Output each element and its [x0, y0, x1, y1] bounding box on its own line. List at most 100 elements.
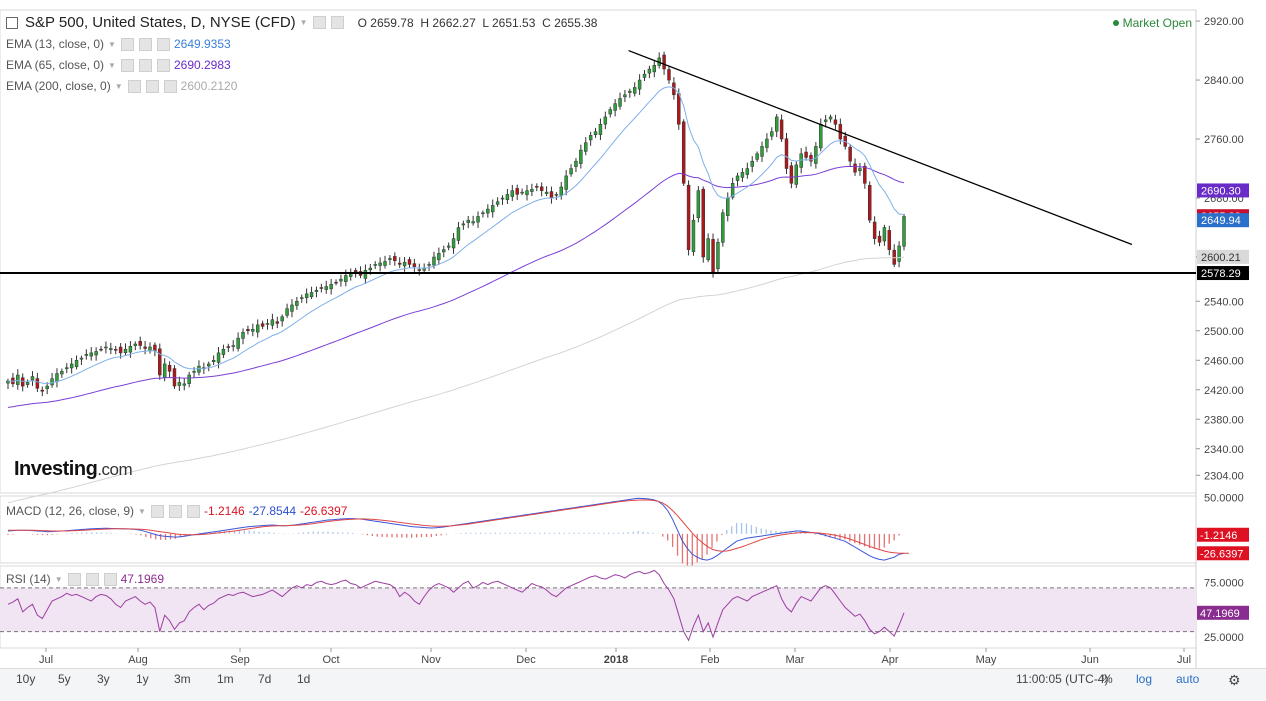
gear-icon[interactable] — [168, 504, 182, 518]
ema13-line — [7, 86, 905, 385]
candle-body — [554, 194, 559, 196]
ema-lines — [7, 86, 905, 504]
candle-body — [500, 197, 505, 200]
candle-body — [133, 343, 138, 346]
percent-toggle[interactable]: % — [1102, 672, 1113, 686]
macd-value-box — [1197, 546, 1249, 561]
log-toggle[interactable]: log — [1136, 672, 1153, 686]
candle-body — [128, 346, 133, 353]
gear-icon[interactable] — [85, 572, 99, 586]
gear-icon[interactable]: ⚙ — [1228, 672, 1241, 688]
candle-body — [383, 261, 387, 266]
tf-3m[interactable]: 3m — [174, 672, 191, 686]
chevron-down-icon[interactable]: ▼ — [114, 81, 123, 91]
candle-body — [789, 165, 794, 184]
candle-body — [280, 316, 284, 322]
eye-icon[interactable] — [127, 79, 141, 93]
chevron-down-icon[interactable]: ▼ — [138, 506, 146, 516]
chevron-down-icon[interactable]: ▼ — [54, 574, 63, 584]
tf-10y[interactable]: 10y — [16, 672, 36, 686]
candle-body — [486, 208, 490, 214]
candle-body — [275, 321, 280, 324]
candle-body — [60, 371, 64, 375]
candle-body — [471, 221, 475, 224]
candle-body — [192, 371, 196, 373]
close-icon[interactable] — [186, 504, 200, 518]
chevron-down-icon[interactable]: ▼ — [108, 60, 116, 70]
candle-body — [182, 383, 186, 386]
legend-ema65[interactable]: EMA (65, close, 0) ▼ 2690.2983 — [6, 58, 231, 72]
close-icon[interactable] — [156, 37, 170, 51]
x-tick-label: Jul — [1177, 654, 1191, 666]
candle-body — [711, 239, 715, 273]
candle-body — [481, 212, 485, 215]
tf-1d[interactable]: 1d — [297, 672, 311, 686]
candle-body — [246, 329, 250, 332]
rsi-value-box — [1197, 605, 1249, 620]
tf-1m[interactable]: 1m — [217, 672, 234, 686]
settings-icon[interactable] — [312, 16, 326, 29]
candle-body — [637, 79, 642, 90]
tf-1y[interactable]: 1y — [136, 672, 149, 686]
candle-body — [270, 319, 275, 326]
gear-icon[interactable] — [138, 58, 152, 72]
close-icon[interactable] — [156, 58, 170, 72]
candle-body — [466, 219, 470, 223]
tf-3y[interactable]: 3y — [97, 672, 110, 686]
candle-body — [373, 264, 377, 266]
chevron-down-icon[interactable]: ▼ — [299, 18, 308, 27]
eye-icon[interactable] — [120, 58, 134, 72]
candle-body — [393, 256, 397, 261]
close-icon[interactable] — [163, 79, 177, 93]
legend-macd[interactable]: MACD (12, 26, close, 9) ▼ -1.2146 -27.854… — [6, 504, 348, 518]
candle-body — [765, 138, 769, 148]
x-tick-label: Apr — [881, 654, 898, 666]
gear-icon[interactable] — [145, 79, 159, 93]
macd-tick-label: 50.0000 — [1204, 492, 1244, 504]
eye-icon[interactable] — [67, 572, 81, 586]
macd-pane: 50.0000 -1.2146 -26.6397 — [7, 492, 1249, 566]
x-tick-label: Feb — [701, 654, 720, 666]
macd-value-label: -1.2146 — [1200, 530, 1237, 542]
y-tick-label: 2460.00 — [1204, 355, 1244, 367]
candle-body — [872, 221, 877, 239]
price-label: 2690.30 — [1201, 185, 1241, 197]
candle-body — [662, 54, 666, 70]
legend-ema13[interactable]: EMA (13, close, 0) ▼ 2649.9353 — [6, 37, 231, 51]
candle-body — [344, 275, 348, 282]
tf-7d[interactable]: 7d — [258, 672, 272, 686]
candle-body — [476, 216, 480, 223]
candle-body — [45, 385, 49, 389]
candle-body — [368, 267, 373, 271]
candle-body — [774, 116, 779, 132]
candle-body — [16, 374, 20, 385]
y-tick-label: 2920.00 — [1204, 16, 1244, 28]
legend-rsi[interactable]: RSI (14) ▼ 47.1969 — [6, 572, 164, 586]
time-axis: Jul Aug Sep Oct Nov Dec 2018 Feb Mar Apr May Jun Jul — [39, 648, 1191, 666]
gear-icon[interactable] — [330, 16, 344, 29]
collapse-icon[interactable] — [6, 16, 18, 29]
candle-body — [696, 190, 701, 219]
candle-body — [569, 168, 573, 175]
auto-toggle[interactable]: auto — [1176, 672, 1200, 686]
tf-5y[interactable]: 5y — [58, 672, 71, 686]
gear-icon[interactable] — [138, 37, 152, 51]
chevron-down-icon[interactable]: ▼ — [108, 39, 116, 49]
candle-body — [721, 212, 725, 243]
candle-body — [177, 382, 182, 386]
candle-body — [118, 346, 123, 354]
candle-body — [530, 188, 534, 192]
candle-body — [574, 160, 578, 167]
candle-body — [794, 164, 799, 185]
candle-body — [716, 242, 720, 270]
candle-body — [138, 341, 142, 346]
eye-icon[interactable] — [150, 504, 164, 518]
close-icon[interactable] — [103, 572, 117, 586]
candle-body — [216, 352, 221, 363]
legend-ema200[interactable]: EMA (200, close, 0) ▼ 2600.2120 — [6, 79, 238, 93]
y-tick-label: 2380.00 — [1204, 414, 1244, 426]
eye-icon[interactable] — [120, 37, 134, 51]
price-label: 2578.29 — [1201, 268, 1241, 280]
candle-body — [407, 259, 412, 265]
